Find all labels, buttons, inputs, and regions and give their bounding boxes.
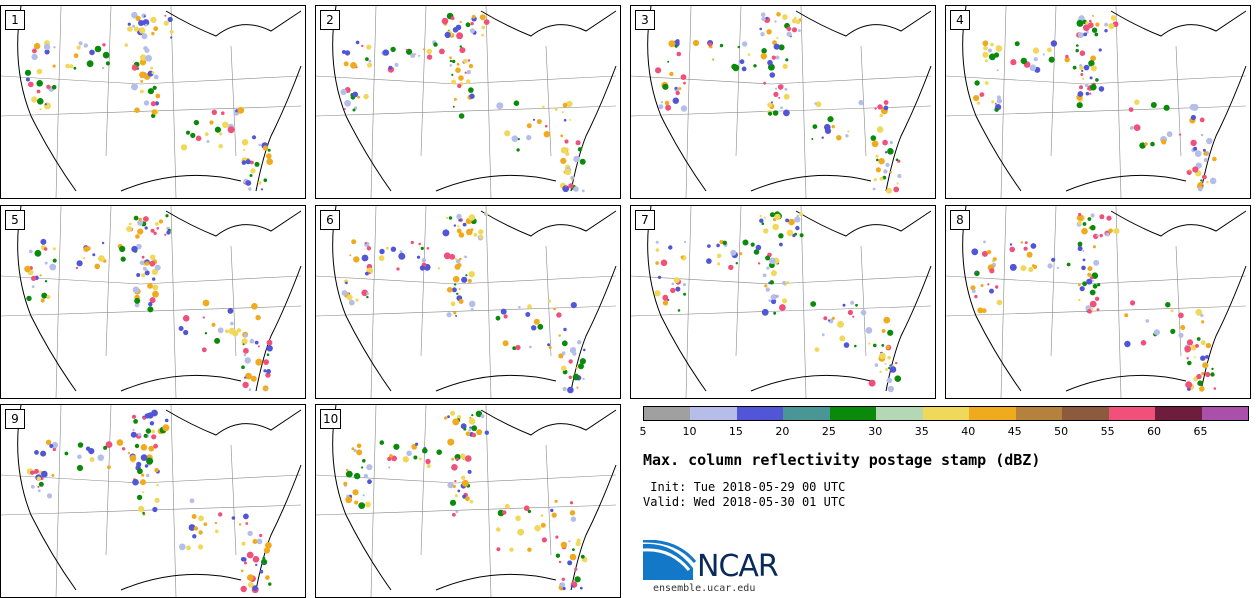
map-svg — [1, 6, 302, 198]
ensemble-member-panel: 5 — [0, 205, 306, 399]
colorbar-segment — [1062, 407, 1109, 420]
colorbar-segment — [1201, 407, 1249, 420]
map-svg — [631, 6, 932, 198]
colorbar-tick-label: 15 — [728, 425, 743, 438]
colorbar-segment — [1015, 407, 1063, 420]
colorbar-tick-label: 40 — [961, 425, 976, 438]
ensemble-member-panel: 8 — [945, 205, 1251, 399]
ensemble-member-panel: 2 — [315, 5, 621, 199]
member-number-label: 8 — [950, 210, 970, 230]
member-number-label: 10 — [320, 409, 342, 429]
colorbar-tick-label: 30 — [868, 425, 883, 438]
member-number-label: 7 — [635, 210, 655, 230]
ensemble-member-panel: 1 — [0, 5, 306, 199]
map-svg — [946, 6, 1247, 198]
member-number-label: 9 — [5, 409, 25, 429]
colorbar-segment — [829, 407, 877, 420]
map-svg — [1, 405, 302, 597]
colorbar-tick-label: 45 — [1007, 425, 1022, 438]
map-svg — [1, 206, 302, 398]
map-svg — [946, 206, 1247, 398]
colorbar-tick-label: 20 — [775, 425, 790, 438]
colorbar-tick-label: 10 — [682, 425, 697, 438]
ncar-logo-text: NCAR — [697, 549, 779, 584]
colorbar-segment — [1108, 407, 1156, 420]
ensemble-member-panel: 7 — [630, 205, 936, 399]
member-number-label: 6 — [320, 210, 340, 230]
colorbar-tick-label: 5 — [639, 425, 647, 438]
ensemble-member-panel: 6 — [315, 205, 621, 399]
colorbar-segment — [736, 407, 784, 420]
ensemble-member-panel: 3 — [630, 5, 936, 199]
colorbar-segment — [1155, 407, 1202, 420]
map-svg — [631, 206, 932, 398]
ensemble-member-panel: 9 — [0, 404, 306, 598]
member-number-label: 2 — [320, 10, 340, 30]
colorbar — [643, 406, 1249, 421]
figure-title: Max. column reflectivity postage stamp (… — [643, 451, 1041, 469]
colorbar-tick-label: 25 — [821, 425, 836, 438]
colorbar-tick-labels: 5 10 15 20 25 30 35 40 45 50 55 60 65 — [639, 425, 1247, 439]
map-svg — [316, 206, 617, 398]
ensemble-member-panel: 10 — [315, 404, 621, 598]
colorbar-segment — [969, 407, 1016, 420]
init-time: Init: Tue 2018-05-29 00 UTC — [643, 480, 846, 494]
colorbar-segment — [644, 407, 691, 420]
ensemble-member-panel: 4 — [945, 5, 1251, 199]
colorbar-tick-label: 65 — [1193, 425, 1208, 438]
member-number-label: 1 — [5, 10, 25, 30]
member-number-label: 5 — [5, 210, 25, 230]
colorbar-tick-label: 50 — [1054, 425, 1069, 438]
colorbar-segment — [690, 407, 737, 420]
colorbar-segment — [783, 407, 830, 420]
member-number-label: 4 — [950, 10, 970, 30]
colorbar-segment — [876, 407, 923, 420]
colorbar-segment — [922, 407, 970, 420]
ncar-logo-icon — [643, 540, 697, 580]
member-number-label: 3 — [635, 10, 655, 30]
colorbar-tick-label: 35 — [914, 425, 929, 438]
valid-time: Valid: Wed 2018-05-30 01 UTC — [643, 495, 846, 509]
website-label: ensemble.ucar.edu — [653, 583, 756, 594]
map-svg — [316, 6, 617, 198]
map-svg — [316, 405, 617, 597]
colorbar-tick-label: 60 — [1147, 425, 1162, 438]
colorbar-tick-label: 55 — [1100, 425, 1115, 438]
